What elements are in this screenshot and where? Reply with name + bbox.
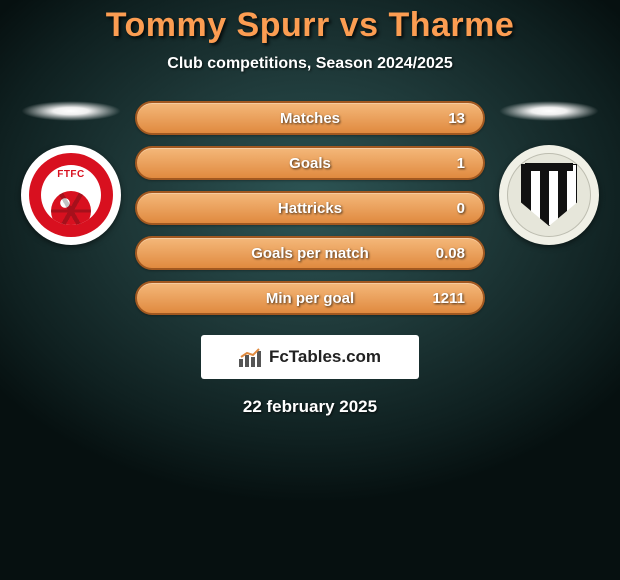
crest-inner: FTFC: [41, 165, 101, 225]
right-side: [489, 101, 609, 245]
bar-chart-icon: [239, 347, 265, 367]
stat-value: 1211: [432, 290, 465, 307]
right-pedestal-ellipse: [499, 101, 599, 121]
page-title: Tommy Spurr vs Tharme: [0, 6, 620, 45]
stat-value: 0.08: [436, 245, 465, 262]
stat-row: Matches 13: [135, 101, 485, 135]
stat-row: Min per goal 1211: [135, 281, 485, 315]
attribution-badge: FcTables.com: [201, 335, 419, 379]
stat-label: Goals: [289, 155, 331, 172]
crest-ball-icon: [51, 191, 91, 225]
left-team-crest: FTFC: [21, 145, 121, 245]
stat-label: Matches: [280, 110, 340, 127]
stat-label: Goals per match: [251, 245, 369, 262]
attribution-text: FcTables.com: [269, 347, 381, 367]
stat-label: Min per goal: [266, 290, 354, 307]
stat-label: Hattricks: [278, 200, 342, 217]
left-pedestal-ellipse: [21, 101, 121, 121]
content-wrapper: Tommy Spurr vs Tharme Club competitions,…: [0, 0, 620, 417]
stat-row: Hattricks 0: [135, 191, 485, 225]
stat-value: 1: [457, 155, 465, 172]
date-label: 22 february 2025: [0, 397, 620, 417]
subtitle: Club competitions, Season 2024/2025: [0, 55, 620, 73]
crest-band: [525, 163, 573, 171]
stat-value: 13: [448, 110, 465, 127]
comparison-area: FTFC Matches 13 Goals 1 Hattricks 0 Goal…: [0, 101, 620, 315]
left-side: FTFC: [11, 101, 131, 245]
crest-monogram: FTFC: [57, 169, 85, 180]
stat-row: Goals per match 0.08: [135, 236, 485, 270]
right-team-crest: [499, 145, 599, 245]
stat-row: Goals 1: [135, 146, 485, 180]
stat-value: 0: [457, 200, 465, 217]
stats-bars: Matches 13 Goals 1 Hattricks 0 Goals per…: [135, 101, 485, 315]
